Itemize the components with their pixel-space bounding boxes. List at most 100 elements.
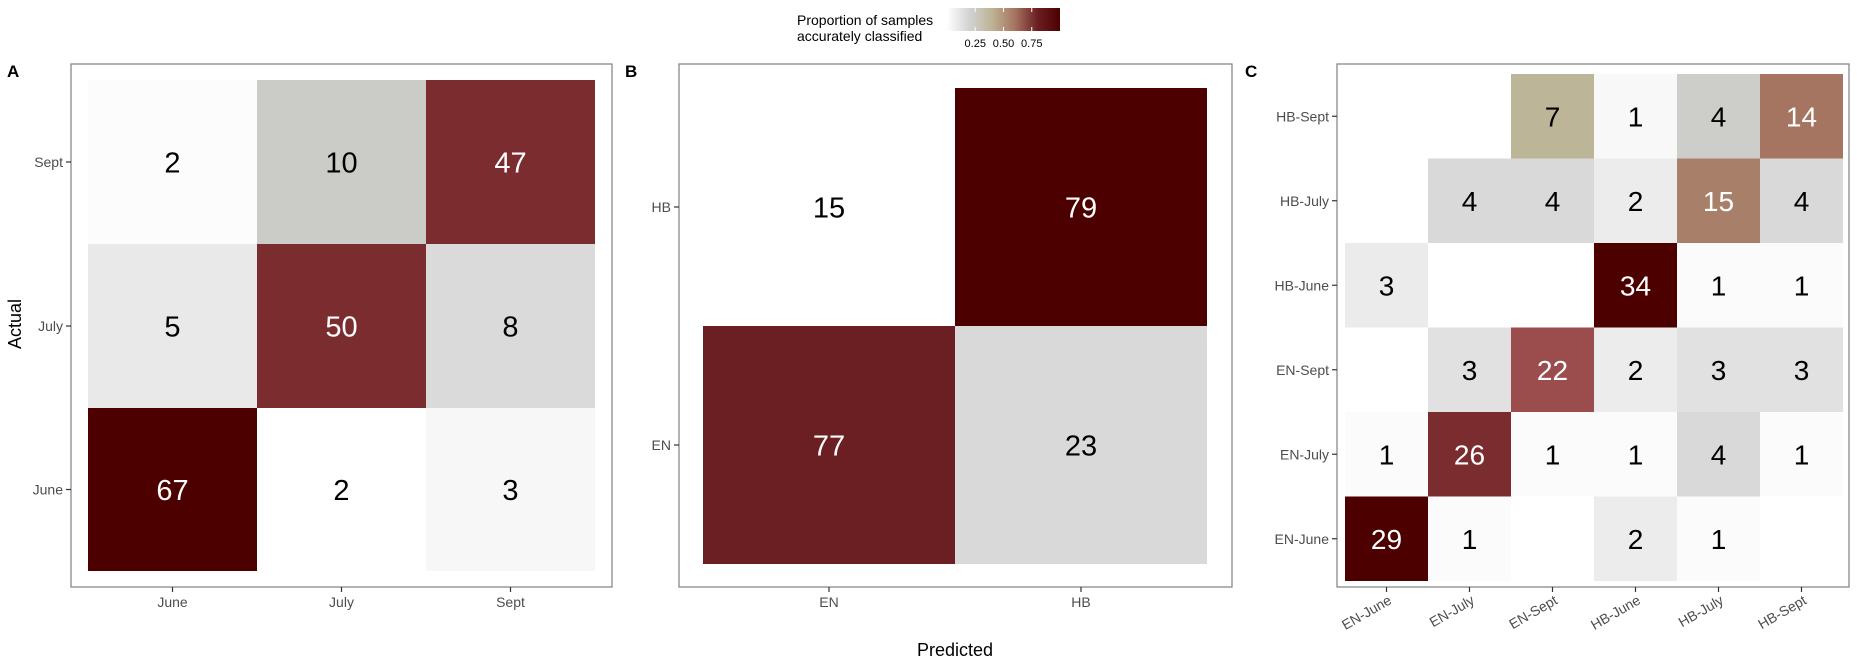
cell-value-label: 3 [1462,355,1478,386]
cell-value-label: 1 [1794,270,1810,301]
heatmap-cell [1594,412,1677,497]
heatmap-cell [88,408,257,571]
cell-value-label: 22 [1537,355,1568,386]
heatmap-cell [257,244,426,408]
y-axis-title: Actual [5,299,25,349]
x-tick-label: EN-Sept [1506,592,1560,632]
cell-value-label: 1 [1545,439,1561,470]
cell-value-label: 29 [1371,524,1402,555]
cell-value-label: 67 [156,475,188,507]
heatmap-cell [1511,327,1594,412]
y-tick-label: HB-Sept [1276,108,1329,124]
heatmap-cell [257,408,426,571]
cell-value-label: 2 [1628,186,1644,217]
cell-value-label: 3 [1379,270,1395,301]
heatmap-cell [955,326,1207,564]
y-tick-label: June [33,482,64,498]
heatmap-cell [1760,158,1843,243]
x-tick-label: EN [819,594,838,610]
legend-title-line2: accurately classified [797,28,922,44]
cell-value-label: 26 [1454,439,1485,470]
cell-value-label: 4 [1794,186,1810,217]
heatmap-cell [88,80,257,244]
cell-value-label: 7 [1545,101,1561,132]
heatmap-cell [1345,496,1428,581]
legend-tick-label: 0.25 [965,38,986,50]
heatmap-cell [1677,74,1760,159]
panel-label-a: A [7,62,19,81]
y-tick-label: HB [652,199,671,215]
panel-a: 2 10 47 5 50 8 67 2 3 June July Sept June July Sept [33,63,613,610]
heatmap-cell [955,88,1207,326]
cell-value-label: 10 [325,147,357,179]
cell-value-label: 1 [1462,524,1478,555]
heatmap-cell [1677,327,1760,412]
legend-ticks: 0.25 0.50 0.75 [965,8,1042,50]
cell-value-label: 4 [1545,186,1561,217]
cell-value-label: 1 [1628,439,1644,470]
panel-b: 15 79 77 23 EN HB EN HB [652,63,1233,610]
heatmap-cell [1594,243,1677,328]
heatmap-cell [426,244,595,408]
x-tick-label: HB-July [1676,592,1726,630]
cell-value-label: 50 [325,311,357,343]
cell-value-label: 2 [333,475,349,507]
heatmap-cell [1511,412,1594,497]
legend-tick-label: 0.75 [1021,38,1042,50]
cell-value-label: 34 [1620,270,1651,301]
cell-value-label: 4 [1711,439,1727,470]
legend-tick-label: 0.50 [993,38,1014,50]
x-tick-label: EN-July [1427,592,1477,630]
heatmap-cell [1594,158,1677,243]
cell-value-label: 4 [1462,186,1478,217]
heatmap-cell [1428,412,1511,497]
legend: Proportion of samples accurately classif… [797,8,1060,50]
legend-title-line1: Proportion of samples [797,12,933,28]
cell-value-label: 2 [1628,524,1644,555]
cell-value-label: 1 [1711,524,1727,555]
y-tick-label: EN-July [1280,446,1329,462]
heatmap-cell [1677,158,1760,243]
cell-value-label: 15 [813,192,845,224]
y-tick-label: EN-Sept [1276,362,1329,378]
y-tick-label: July [38,318,63,334]
heatmap-cell [703,88,955,326]
x-tick-label: June [157,594,188,610]
y-tick-label: HB-July [1280,193,1329,209]
cell-value-label: 3 [1794,355,1810,386]
y-tick-label: EN-June [1275,531,1330,547]
x-tick-label: July [329,594,354,610]
heatmap-cell [1428,327,1511,412]
x-tick-label: Sept [496,594,525,610]
heatmap-cell [1428,496,1511,581]
cell-value-label: 8 [502,311,518,343]
panel-border [1336,63,1850,588]
cell-value-label: 3 [1711,355,1727,386]
heatmap-cell [1677,496,1760,581]
panel-label-b: B [625,62,637,81]
heatmap-cell [1345,412,1428,497]
heatmap-cell [1760,243,1843,328]
cell-value-label: 1 [1794,439,1810,470]
heatmap-cell [703,326,955,564]
cell-value-label: 4 [1711,101,1727,132]
cell-value-label: 77 [813,430,845,462]
cell-value-label: 5 [164,311,180,343]
cell-value-label: 1 [1711,270,1727,301]
heatmap-cell [426,408,595,571]
heatmap-cell [1594,496,1677,581]
heatmap-cell [1594,327,1677,412]
heatmap-cell [426,80,595,244]
x-tick-label: HB-Sept [1755,592,1809,632]
cell-value-label: 47 [494,147,526,179]
heatmap-cell [1594,74,1677,159]
cell-value-label: 1 [1628,101,1644,132]
x-tick-label: HB-June [1588,592,1643,633]
panel-c: 7 1 4 144 4 2 15 43 34 1 13 22 2 3 31 26 1 1 4 129 1 2 1EN-Jun… [1275,63,1850,633]
y-tick-label: Sept [34,154,63,170]
y-tick-label: HB-June [1275,277,1330,293]
x-tick-label: HB [1071,594,1090,610]
cell-value-label: 3 [502,475,518,507]
legend-colorbar [947,8,1060,31]
